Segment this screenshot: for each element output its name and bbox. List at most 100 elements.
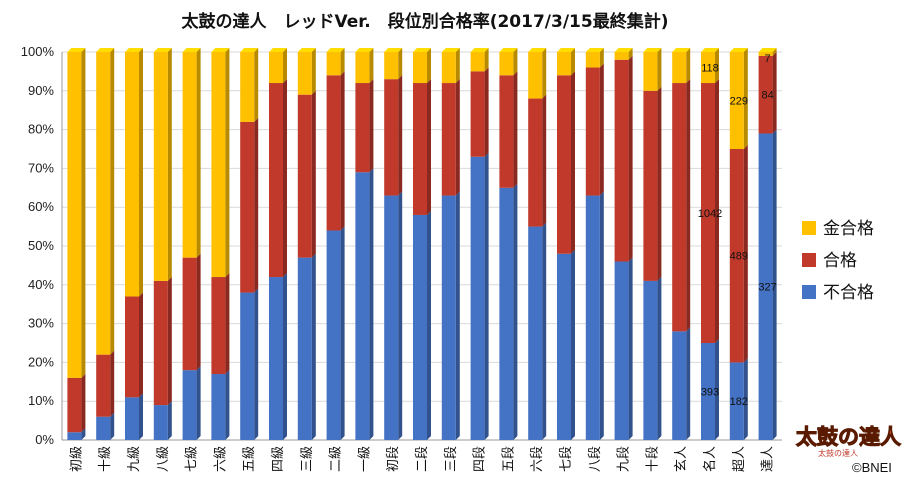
- bar-segment: [240, 121, 255, 293]
- bar-side: [743, 358, 748, 440]
- x-tick-label: 玄人: [674, 446, 689, 472]
- bar-segment: [326, 52, 341, 76]
- x-tick-label: 九段: [617, 446, 632, 472]
- bar-top: [413, 48, 431, 52]
- bar-side: [225, 273, 230, 375]
- y-tick-label: 90%: [28, 83, 54, 98]
- x-tick-label: 九級: [127, 446, 142, 472]
- bar-segment: [729, 362, 744, 440]
- bar-top: [470, 48, 489, 52]
- bar-segment: [585, 67, 600, 196]
- bar-side: [340, 48, 345, 76]
- x-tick-label: 四級: [271, 446, 286, 472]
- bar-side: [167, 276, 172, 406]
- bar-side: [81, 428, 86, 440]
- bar-segment: [67, 432, 82, 440]
- data-label: 7: [765, 53, 771, 65]
- bar-side: [81, 373, 86, 433]
- legend-label-fail: 不合格: [823, 283, 874, 303]
- bar-segment: [614, 59, 629, 262]
- bar-segment: [470, 52, 485, 72]
- bar-top: [614, 48, 633, 52]
- data-label: 327: [758, 282, 776, 294]
- bar-segment: [240, 52, 255, 122]
- x-tick-label: 六級: [213, 446, 228, 472]
- data-label: 229: [730, 96, 748, 108]
- x-tick-label: 四段: [473, 446, 488, 472]
- bar-side: [455, 191, 460, 440]
- bar-top: [758, 48, 777, 52]
- bar-side: [599, 63, 604, 196]
- bar-top: [297, 48, 316, 52]
- bar-top: [182, 48, 201, 52]
- x-tick-label: 十級: [98, 446, 113, 472]
- legend-swatch-fail: [802, 285, 816, 299]
- y-tick-label: 60%: [28, 199, 54, 214]
- bar-segment: [528, 98, 543, 227]
- x-tick-label: 七段: [559, 446, 574, 472]
- x-tick-label: 五段: [501, 446, 516, 472]
- bar-segment: [528, 52, 543, 99]
- x-tick-label: 八段: [588, 446, 603, 472]
- bar-segment: [441, 195, 456, 440]
- bar-side: [283, 79, 287, 278]
- bars: [67, 48, 777, 441]
- bar-segment: [729, 52, 744, 149]
- bar-segment: [672, 52, 687, 84]
- x-tick-label: 初級: [69, 446, 84, 472]
- bar-top: [384, 48, 403, 52]
- bar-segment: [701, 343, 715, 440]
- bar-segment: [758, 133, 773, 441]
- bar-segment: [125, 52, 139, 297]
- y-tick-label: 100%: [21, 44, 55, 59]
- bar-side: [167, 401, 172, 440]
- bar-side: [599, 191, 604, 440]
- bar-side: [484, 67, 489, 157]
- bar-segment: [672, 331, 687, 440]
- bar-side: [542, 94, 547, 227]
- data-label: 118: [701, 63, 719, 75]
- bar-segment: [326, 75, 341, 231]
- bar-segment: [153, 280, 168, 406]
- bar-side: [715, 79, 719, 343]
- bar-segment: [153, 52, 168, 281]
- bar-side: [369, 168, 374, 440]
- bar-segment: [758, 55, 773, 134]
- copyright: ©BNEI: [852, 460, 892, 475]
- bar-side: [340, 71, 345, 231]
- bar-side: [628, 55, 633, 262]
- bar-side: [686, 327, 691, 440]
- y-tick-label: 10%: [28, 393, 54, 408]
- bar-side: [628, 257, 633, 440]
- bar-side: [340, 226, 345, 440]
- x-tick-label: 三段: [444, 446, 459, 472]
- bar-segment: [557, 75, 571, 254]
- x-tick-label: 達人: [761, 446, 776, 472]
- bar-segment: [585, 195, 600, 440]
- game-logo: 太鼓の達人 太鼓の達人: [796, 425, 902, 459]
- bar-top: [557, 48, 575, 52]
- x-axis: 初級 十級 九級 八級 七級 六級 五級 四級 三級 二級 一級 初段 二段 三段 四段 五段 六段 七段 八段 九段…: [69, 446, 775, 472]
- bar-segment: [211, 374, 226, 440]
- x-tick-label: 初段: [386, 446, 401, 472]
- bar-side: [743, 145, 748, 363]
- bar-segment: [355, 83, 370, 173]
- bar-side: [772, 51, 777, 134]
- bar-side: [657, 86, 662, 281]
- bar-segment: [355, 172, 370, 440]
- legend-label-gold: 金合格: [823, 219, 874, 239]
- bar-side: [254, 117, 259, 293]
- bar-segment: [67, 52, 82, 378]
- bar-segment: [614, 52, 629, 60]
- bar-side: [542, 48, 547, 99]
- legend: 金合格 合格 不合格: [802, 219, 874, 303]
- bar-segment: [585, 52, 600, 68]
- chart-title: 太鼓の達人 レッドVer. 段位別合格率(2017/3/15最終集計): [182, 11, 669, 32]
- bar-segment: [384, 52, 399, 80]
- bar-side: [715, 48, 719, 84]
- x-tick-label: 三級: [300, 446, 315, 472]
- bar-top: [153, 48, 172, 52]
- x-tick-label: 七級: [185, 446, 200, 472]
- bar-segment: [297, 257, 312, 440]
